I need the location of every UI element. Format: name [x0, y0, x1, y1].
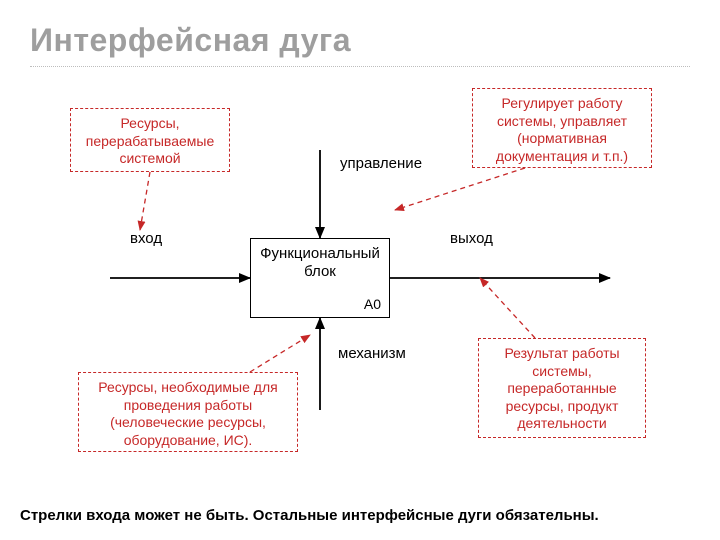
footer-text: Стрелки входа может не быть. Остальные и…: [20, 507, 599, 524]
block-label: Функциональныйблок: [260, 245, 380, 280]
output-note: Результат работысистемы,переработанныере…: [478, 338, 646, 438]
input-note: Ресурсы,перерабатываемыесистемой: [70, 108, 230, 172]
control-label: управление: [340, 155, 422, 172]
functional-block: Функциональныйблок A0: [250, 238, 390, 318]
input-label: вход: [130, 230, 162, 247]
page-title: Интерфейсная дуга: [30, 22, 351, 59]
mechanism-label: механизм: [338, 345, 406, 362]
mechanism-note: Ресурсы, необходимые дляпроведения работ…: [78, 372, 298, 452]
output-label: выход: [450, 230, 493, 247]
block-code: A0: [364, 296, 381, 313]
title-underline: [30, 66, 690, 67]
control-note: Регулирует работусистемы, управляет(норм…: [472, 88, 652, 168]
